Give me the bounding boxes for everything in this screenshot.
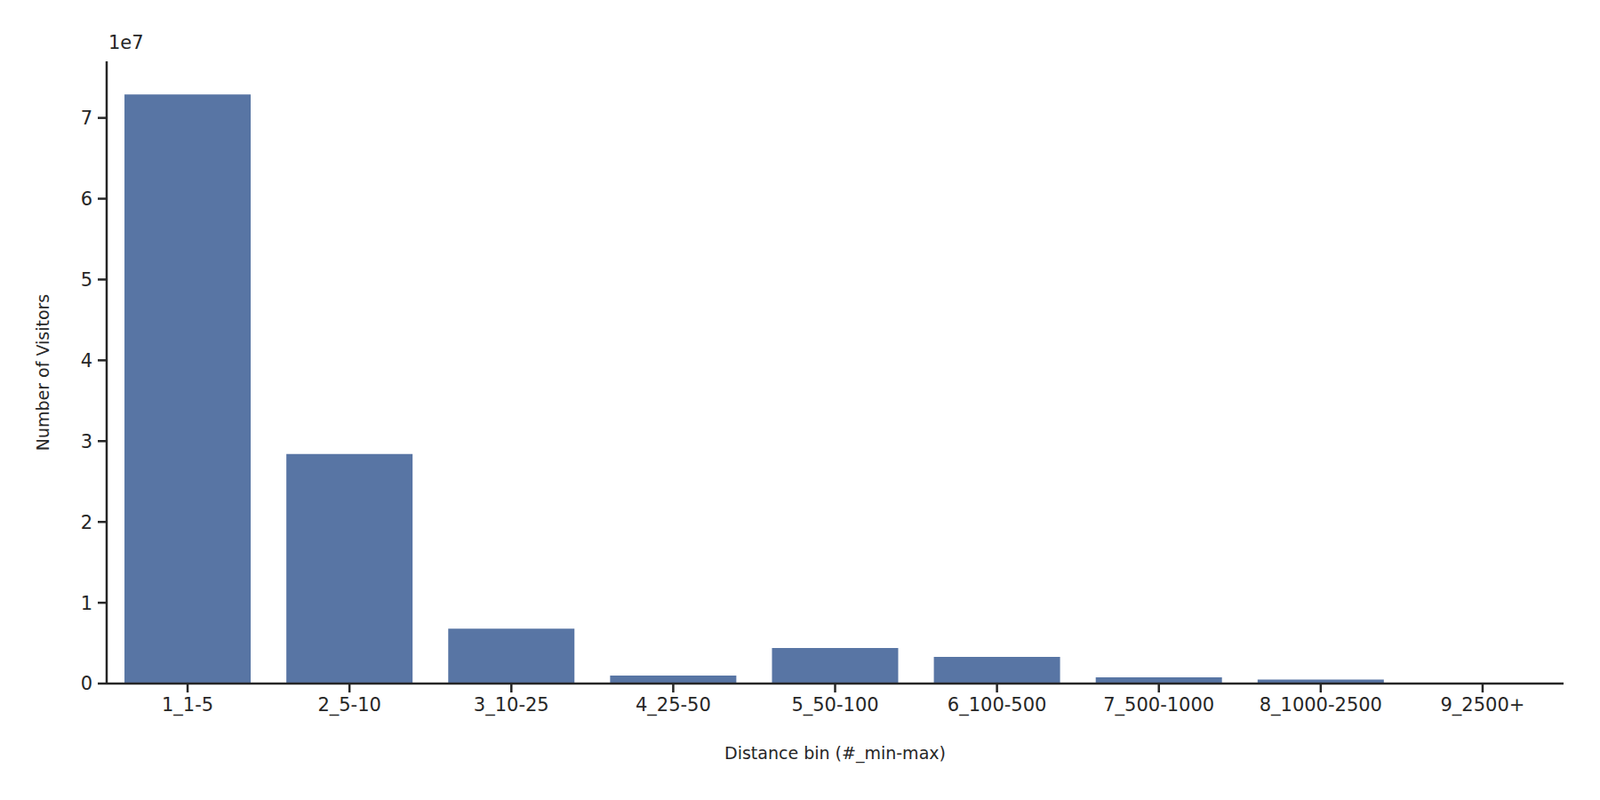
svg-text:3_10-25: 3_10-25 — [473, 694, 550, 717]
svg-text:1_1-5: 1_1-5 — [161, 694, 214, 717]
svg-text:5_50-100: 5_50-100 — [791, 694, 879, 717]
svg-text:6_100-500: 6_100-500 — [947, 694, 1048, 717]
svg-text:8_1000-2500: 8_1000-2500 — [1259, 694, 1383, 717]
svg-text:1: 1 — [80, 592, 93, 615]
svg-text:6: 6 — [80, 188, 93, 210]
svg-text:Distance bin (#_min-max): Distance bin (#_min-max) — [724, 743, 946, 764]
svg-text:4: 4 — [80, 350, 93, 372]
svg-text:4_25-50: 4_25-50 — [635, 694, 712, 717]
svg-text:7_500-1000: 7_500-1000 — [1103, 694, 1215, 717]
html-text:1e7: 1e7 — [108, 32, 144, 54]
svg-text:5: 5 — [80, 269, 93, 291]
svg-text:9_2500+: 9_2500+ — [1440, 694, 1525, 717]
svg-text:3: 3 — [80, 431, 93, 453]
svg-text:Number of Visitors: Number of Visitors — [32, 294, 53, 452]
svg-text:7: 7 — [80, 107, 93, 129]
svg-text:2_5-10: 2_5-10 — [317, 694, 382, 717]
svg-text:0: 0 — [80, 672, 93, 695]
svg-text:2: 2 — [80, 512, 93, 534]
